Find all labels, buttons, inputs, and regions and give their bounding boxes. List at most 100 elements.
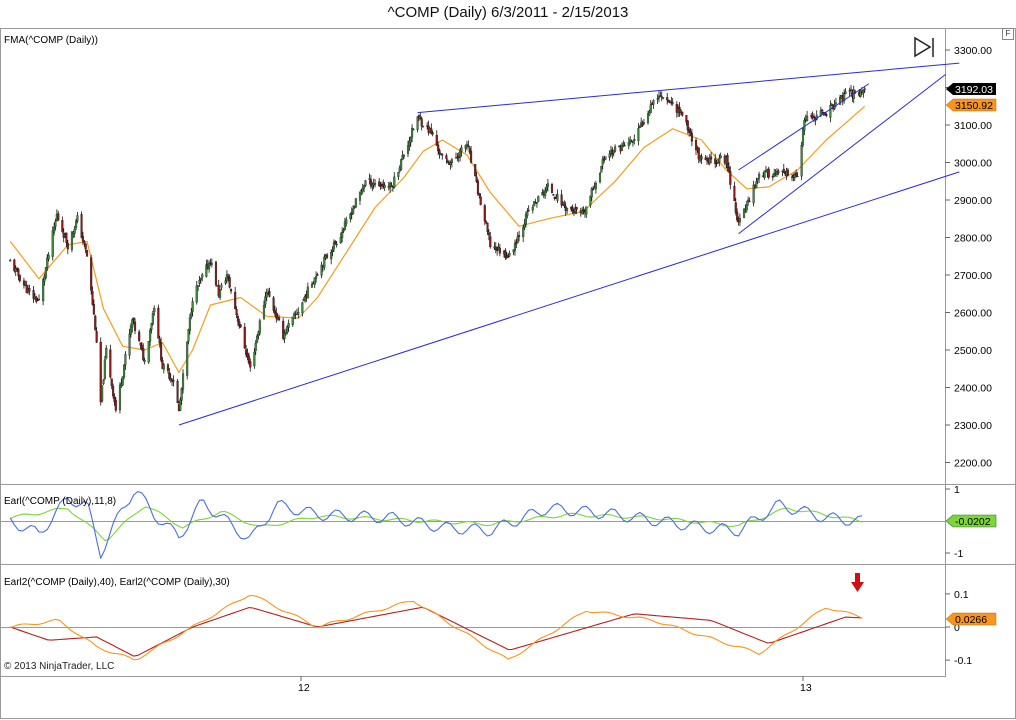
candle-body [343,221,346,230]
candle-body [638,126,641,128]
last-price-badge: 3192.03 [946,83,996,96]
earl2-tick-label: -0.1 [954,655,972,667]
candle-body [727,167,730,172]
candle-body [121,376,124,386]
candle-body [590,188,593,198]
candle-body [408,140,411,147]
candle-body [102,379,105,384]
candle-body [124,354,127,366]
candle-body [598,173,602,183]
candle-body [806,115,809,122]
candle-body [85,250,89,257]
candle-body [537,196,540,202]
signal-arrow-icon [851,573,864,592]
earl2-value-badge: 0.0266 [945,612,997,626]
candle-body [556,194,559,201]
x-axis: 12 13 [298,676,812,694]
candle-body [229,288,233,292]
candle-body [143,360,146,362]
candle-body [546,183,549,187]
candle-body [287,323,290,328]
earl2-panel-label: Earl2(^COMP (Daily),40), Earl2(^COMP (Da… [4,577,230,588]
candle-body [354,198,357,208]
candle-body [128,333,131,356]
candle-body [411,127,414,138]
candle-body [446,160,449,163]
candle-body [600,165,603,173]
trendline[interactable] [738,83,870,171]
copyright-text: © 2013 NinjaTrader, LLC [4,661,115,672]
candle-body [214,261,218,286]
candle-body [273,310,276,315]
candle-body [435,134,438,146]
candle-body [527,210,530,212]
earl2-tick-label: 0 [954,622,960,634]
candle-body [518,235,521,237]
candle-body [65,232,68,244]
candle-body [131,319,134,328]
candle-body [254,342,257,351]
candle-body [544,190,547,196]
candle-body [697,147,700,160]
panel-menu-button[interactable]: F [1002,28,1014,40]
candle-body [191,301,194,312]
candle-body [341,232,344,238]
candle-body [523,223,526,229]
candle-body [310,284,314,288]
candle-body [51,230,54,257]
candle-body [75,220,78,229]
candle-body [352,208,355,215]
candle-body [195,285,198,303]
earl2-series [10,594,863,661]
candle-body [264,296,267,305]
candle-body [667,100,670,103]
candle-body [552,194,555,196]
candle-body [467,145,470,147]
candle-body [42,279,45,302]
fma-line [9,105,866,374]
candle-body [342,230,345,232]
candle-body [675,104,678,113]
candle-body [570,207,573,210]
candle-body [829,105,832,118]
earl-series [9,491,863,559]
trendline[interactable] [417,62,960,114]
candle-body [715,162,718,165]
trendline[interactable] [178,171,960,426]
candle-body [114,400,117,411]
candle-body [412,129,415,131]
candle-body [763,170,766,178]
candle-body [618,145,621,148]
candle-body [158,339,161,344]
candle-body [46,257,49,268]
candle-body [132,317,135,321]
candle-body [66,243,69,250]
candle-body [92,303,95,315]
candle-body [733,185,736,202]
price-tick-label: 2700.00 [954,270,992,282]
candle-body [32,289,35,299]
candle-body [800,145,803,177]
candle-body [151,313,154,325]
candle-body [648,110,651,116]
candle-body [401,155,404,161]
trendlines[interactable] [178,62,960,426]
candle-body [109,349,112,378]
trendline[interactable] [738,73,946,235]
candle-body [262,305,266,320]
candle-body [608,153,611,158]
candle-body [459,150,462,158]
candle-body [660,96,663,98]
candle-body [57,213,60,220]
candle-body [670,101,673,104]
candle-body [438,149,441,154]
candle-body [228,277,231,288]
candle-body [265,292,268,298]
candle-body [656,98,659,100]
candle-body [475,176,478,182]
candle-body [316,274,319,276]
scroll-to-end-icon[interactable] [914,36,934,58]
candle-body [659,95,662,97]
candle-body [409,137,412,143]
